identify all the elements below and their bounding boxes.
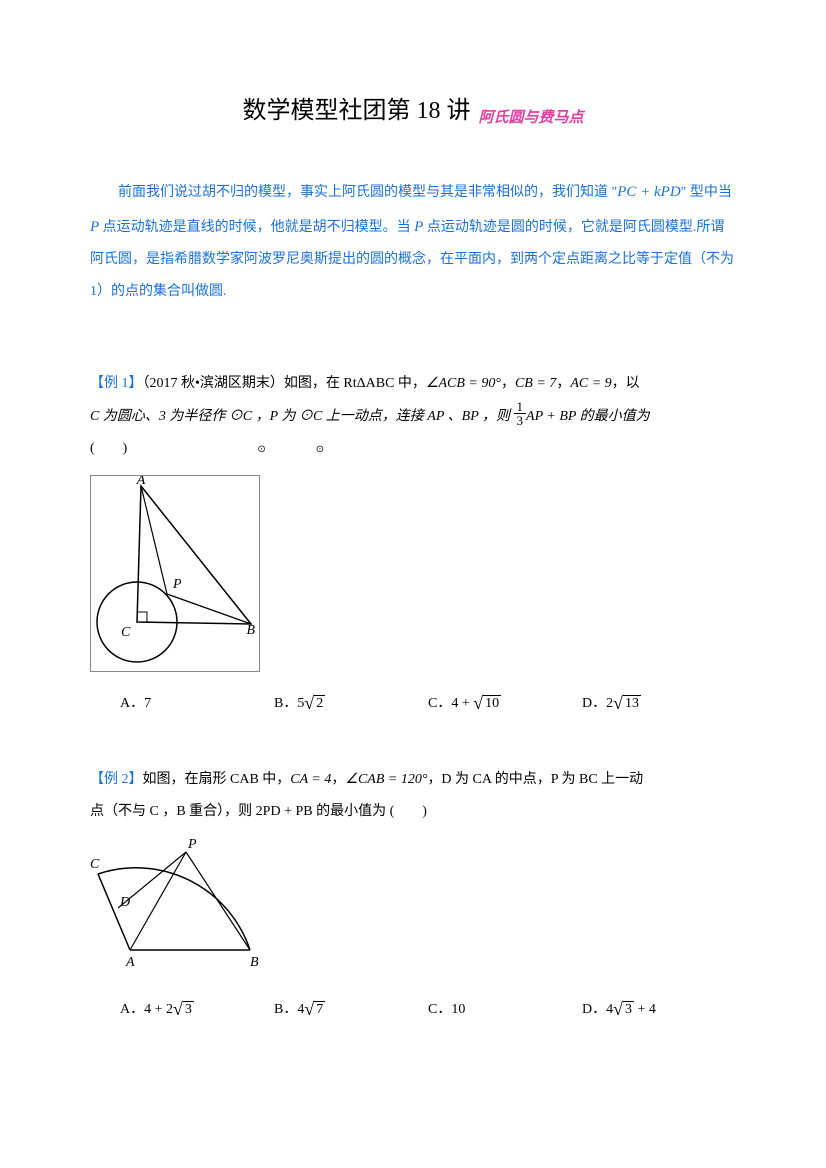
label-p: P [187, 838, 197, 852]
option-pre: 5 [297, 696, 304, 711]
problem-text: ，D 为 CA 的中点，P 为 BC 上一动 [427, 772, 643, 787]
math-expr: AC = 9 [570, 376, 611, 391]
figure-1-svg: A B C P [91, 476, 259, 666]
option-pre: 4 + [451, 696, 473, 711]
math-expr: ∠ACB = 90° [426, 376, 501, 391]
intro-var-p: P [90, 219, 99, 235]
option-value: 10 [451, 1002, 465, 1017]
line-ap [130, 852, 186, 950]
option-d: D．4√3 + 4 [582, 998, 736, 1020]
label-b: B [250, 955, 259, 970]
radicand: 3 [623, 1001, 634, 1017]
problem-text: AP + BP 的最小值为 [526, 409, 650, 424]
page-title-row: 数学模型社团第 18 讲 阿氏圆与费马点 [90, 90, 736, 125]
figure-1-container: A B C P [90, 475, 736, 672]
option-post: + 4 [634, 1002, 656, 1017]
label-d: D [119, 895, 130, 910]
example-1-options: A．7 B．5√2 C．4 + √10 D．2√13 [90, 692, 736, 714]
figure-1: A B C P [90, 475, 260, 672]
radicand: 2 [314, 695, 325, 711]
label-a: A [136, 476, 146, 488]
intro-text: 点运动轨迹是直线的时候，他就是胡不归模型。当 [99, 220, 414, 235]
example-label: 【例 1】 [90, 376, 143, 391]
figure-2-container: A B C D P [90, 838, 736, 978]
option-a: A．4 + 2√3 [120, 998, 274, 1020]
intro-formula: PC + kPD [617, 184, 680, 200]
right-angle-marker [137, 612, 147, 622]
math-expr: CA = 4 [290, 772, 331, 787]
separator: ， [331, 772, 345, 787]
example-label: 【例 2】 [90, 772, 143, 787]
intro-text: 前面我们说过胡不归的模型，事实上阿氏圆的模型与其是非常相似的，我们知道 " [118, 185, 617, 200]
option-pre: 4 [606, 1002, 613, 1017]
option-pre: 4 [297, 1002, 304, 1017]
radicand: 13 [623, 695, 641, 711]
option-a: A．7 [120, 692, 274, 714]
fraction: 13 [514, 400, 527, 428]
radicand: 7 [314, 1001, 325, 1017]
option-pre: 4 + 2 [144, 1002, 173, 1017]
label-p: P [172, 577, 182, 592]
math-expr: ∠CAB = 120° [345, 772, 427, 787]
circle-markers: ⊙⊙ [257, 444, 374, 455]
problem-text: 如图，在扇形 CAB 中， [143, 772, 291, 787]
radicand: 3 [183, 1001, 194, 1017]
intro-var-p: P [414, 219, 423, 235]
label-a: A [125, 955, 135, 970]
separator: ， [501, 376, 515, 391]
example-2-options: A．4 + 2√3 B．4√7 C．10 D．4√3 + 4 [90, 998, 736, 1020]
example-2: 【例 2】如图，在扇形 CAB 中，CA = 4，∠CAB = 120°，D 为… [90, 764, 736, 828]
problem-text: 点（不与 C ，B 重合），则 2PD + PB 的最小值为 ( ) [90, 804, 427, 819]
separator: ， [556, 376, 570, 391]
option-b: B．4√7 [274, 998, 428, 1020]
answer-paren: ( ) [90, 441, 127, 456]
radicand: 10 [483, 695, 501, 711]
option-d: D．2√13 [582, 692, 736, 714]
problem-source: （2017 秋•滨湖区期末）如图，在 RtΔABC 中， [143, 376, 426, 391]
label-b: B [246, 623, 255, 638]
label-c: C [121, 625, 131, 640]
math-expr: CB = 7 [515, 376, 556, 391]
option-value: 7 [144, 696, 151, 711]
intro-text: " 型中当 [681, 185, 732, 200]
line-ac [98, 874, 130, 950]
label-c: C [90, 857, 100, 872]
denominator: 3 [514, 414, 527, 428]
title-subtitle: 阿氏圆与费马点 [478, 110, 583, 126]
option-c: C．4 + √10 [428, 692, 582, 714]
line-pb [186, 852, 250, 950]
separator: ，以 [612, 376, 640, 391]
problem-text: C 为圆心、3 为半径作 ⊙C ，P 为 ⊙C 上一动点，连接 AP 、BP ，… [90, 409, 514, 424]
title-main: 数学模型社团第 18 讲 [242, 98, 470, 124]
option-b: B．5√2 [274, 692, 428, 714]
figure-2-svg: A B C D P [90, 838, 285, 973]
option-pre: 2 [606, 696, 613, 711]
option-c: C．10 [428, 998, 582, 1020]
intro-paragraph: 前面我们说过胡不归的模型，事实上阿氏圆的模型与其是非常相似的，我们知道 "PC … [90, 175, 736, 308]
numerator: 1 [514, 400, 527, 414]
example-1: 【例 1】（2017 秋•滨湖区期末）如图，在 RtΔABC 中，∠ACB = … [90, 368, 736, 465]
